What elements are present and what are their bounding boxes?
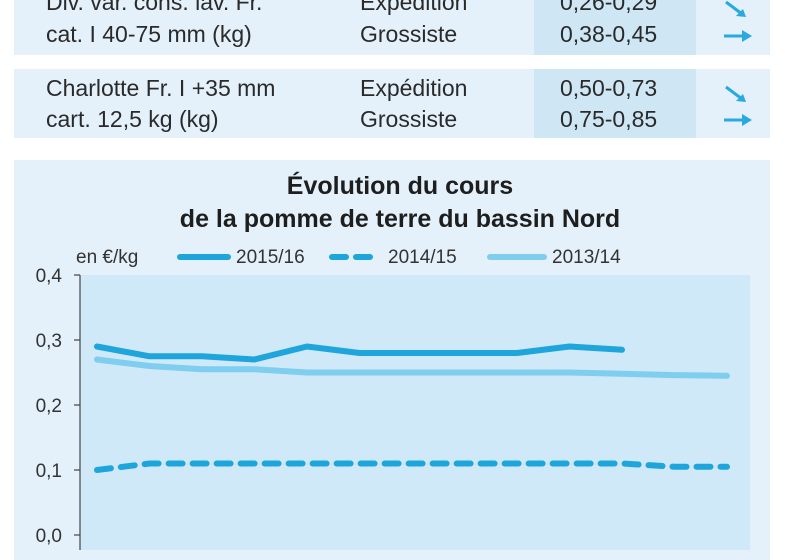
row-separator	[14, 55, 770, 69]
market-stage: Expédition	[360, 75, 468, 101]
price-column-highlight	[534, 0, 696, 138]
unit-label: en €/kg	[76, 247, 138, 268]
series-line-2014-15	[94, 460, 730, 473]
chart-title-line1: Évolution du cours	[286, 172, 514, 200]
market-stage: Expédition	[360, 0, 468, 15]
right-arrow-icon	[724, 114, 752, 126]
price-range: 0,38-0,45	[560, 21, 658, 47]
price-range: 0,75-0,85	[560, 106, 658, 132]
price-range: 0,26-0,29	[560, 0, 658, 15]
legend-label: 2013/14	[552, 247, 621, 268]
price-range: 0,50-0,73	[560, 75, 658, 101]
series-line-2015-16	[94, 343, 625, 363]
chart-title-line2: de la pomme de terre du bassin Nord	[179, 205, 621, 233]
market-stage: Grossiste	[360, 21, 458, 47]
legend-label: 2015/16	[236, 247, 305, 268]
right-arrow-icon	[724, 30, 752, 42]
y-tick-label: 0,4	[36, 266, 63, 287]
product-detail: cart. 12,5 kg (kg)	[46, 106, 219, 132]
plot-area	[80, 275, 750, 550]
y-tick-label: 0,2	[36, 396, 62, 417]
product-name: Div. var. cons. lav. Fr.	[46, 0, 263, 15]
down-right-arrow-icon	[725, 85, 746, 102]
y-tick-label: 0,3	[36, 331, 62, 352]
series-line-2013-14	[94, 356, 730, 379]
product-detail: cat. I 40-75 mm (kg)	[46, 21, 252, 47]
market-stage: Grossiste	[360, 106, 458, 132]
product-name: Charlotte Fr. I +35 mm	[46, 75, 276, 101]
y-tick-label: 0,1	[36, 461, 62, 482]
down-right-arrow-icon	[725, 0, 746, 17]
legend-label: 2014/15	[388, 247, 457, 268]
y-tick-label: 0,0	[36, 526, 62, 547]
